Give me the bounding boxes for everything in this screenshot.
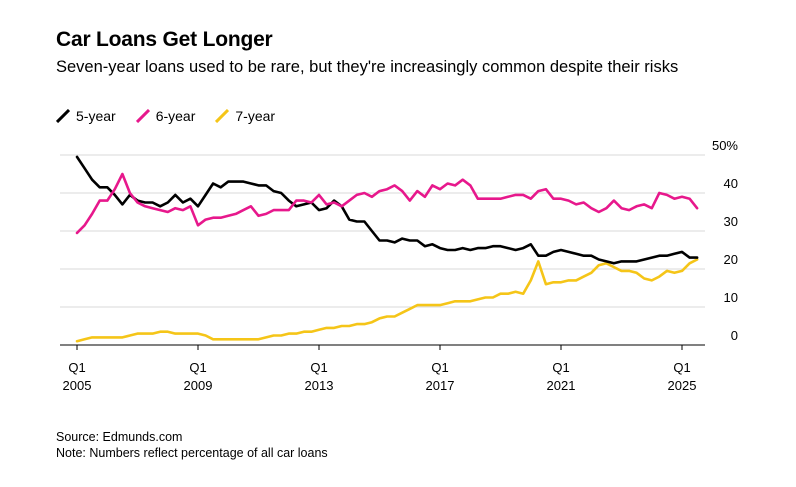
legend-label-5-year: 5-year [76,108,116,124]
gridlines [60,154,705,346]
x-tick-label-quarter: Q1 [673,360,690,375]
legend-swatch-7-year [215,109,230,123]
y-axis-tick-labels: 0 10 20 30 40 50% [712,138,738,343]
legend-item-7-year: 7-year [215,108,275,124]
x-tick-label-quarter: Q1 [431,360,448,375]
x-tick-label-year: 2013 [305,378,334,393]
y-tick-label: 0 [731,328,738,343]
series-line-6-year [75,172,699,235]
footer: Source: Edmunds.com Note: Numbers reflec… [56,429,328,461]
legend: 5-year 6-year 7-year [56,108,275,124]
x-tick-label-year: 2017 [426,378,455,393]
series-line-7-year [75,258,699,343]
x-tick-label-year: 2025 [668,378,697,393]
legend-label-7-year: 7-year [235,108,276,124]
y-tick-label: 20 [724,252,738,267]
series-line-5-year [75,155,699,265]
x-axis: Q1 2005 Q1 2009 Q1 2013 Q1 2017 Q1 2021 Q1 2025 [63,345,697,393]
chart-title: Car Loans Get Longer [56,28,273,51]
y-tick-label: 30 [724,214,738,229]
x-tick-label-quarter: Q1 [310,360,327,375]
legend-swatch-6-year [135,109,150,123]
x-tick-label-quarter: Q1 [552,360,569,375]
legend-item-5-year: 5-year [56,108,116,124]
x-tick-label-year: 2021 [547,378,576,393]
x-tick-label-year: 2009 [184,378,213,393]
chart-subtitle: Seven-year loans used to be rare, but th… [56,58,679,76]
legend-item-6-year: 6-year [135,108,196,124]
series-lines [75,155,699,343]
x-tick-label-quarter: Q1 [68,360,85,375]
x-tick-label-quarter: Q1 [189,360,206,375]
source-note: Source: Edmunds.com [56,430,183,444]
x-tick-label-year: 2005 [63,378,92,393]
y-tick-label: 40 [724,176,738,191]
footnote: Note: Numbers reflect percentage of all … [56,446,328,460]
y-tick-label: 10 [724,290,738,305]
legend-label-6-year: 6-year [155,108,196,124]
y-tick-label: 50% [712,138,738,153]
legend-swatch-5-year [56,109,70,123]
